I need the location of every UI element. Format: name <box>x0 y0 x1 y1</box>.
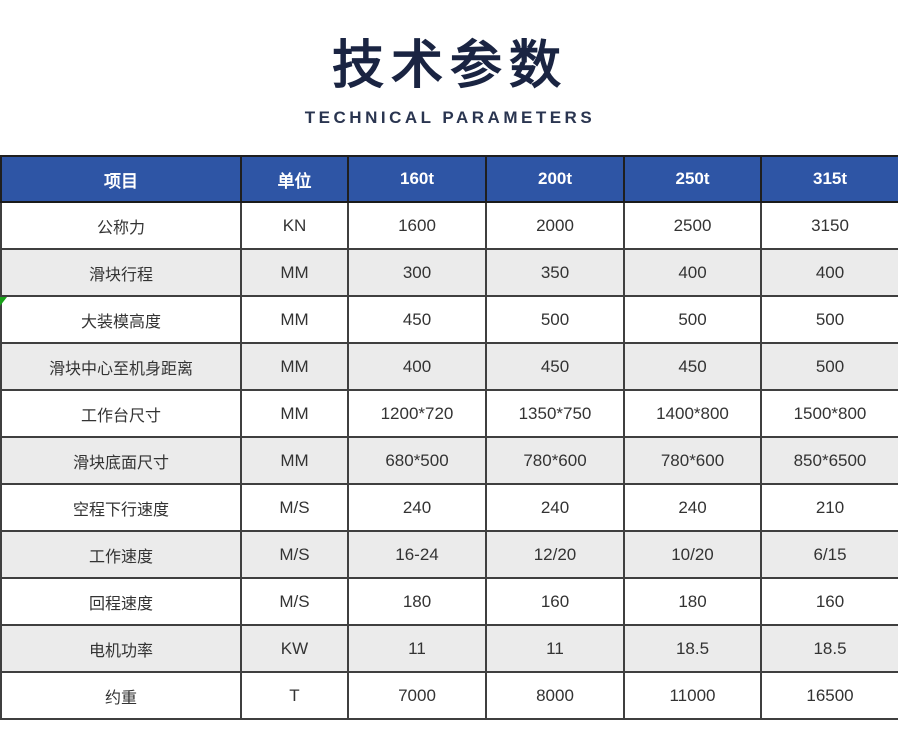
row-unit: MM <box>240 342 349 392</box>
table-row: 滑块底面尺寸 MM 680*500 780*600 780*600 850*65… <box>0 436 898 486</box>
row-label: 回程速度 <box>0 577 242 627</box>
row-value: 160 <box>485 577 625 627</box>
table-row: 工作速度 M/S 16-24 12/20 10/20 6/15 <box>0 530 898 580</box>
row-value: 500 <box>760 295 898 345</box>
row-value: 1200*720 <box>347 389 487 439</box>
table-row: 电机功率 KW 11 11 18.5 18.5 <box>0 624 898 674</box>
row-value: 350 <box>485 248 625 298</box>
row-value: 1400*800 <box>623 389 762 439</box>
row-value: 780*600 <box>623 436 762 486</box>
row-label: 电机功率 <box>0 624 242 674</box>
row-value: 1500*800 <box>760 389 898 439</box>
column-header-315t: 315t <box>760 155 898 204</box>
row-label: 约重 <box>0 671 242 721</box>
row-value: 180 <box>347 577 487 627</box>
row-value: 400 <box>760 248 898 298</box>
row-value: 450 <box>623 342 762 392</box>
row-value: 450 <box>347 295 487 345</box>
row-value: 8000 <box>485 671 625 721</box>
table-row: 大装模高度 MM 450 500 500 500 <box>0 295 898 345</box>
row-value: 450 <box>485 342 625 392</box>
row-value: 300 <box>347 248 487 298</box>
row-unit: T <box>240 671 349 721</box>
row-unit: M/S <box>240 530 349 580</box>
column-header-item: 项目 <box>0 155 242 204</box>
row-unit: MM <box>240 389 349 439</box>
row-value: 500 <box>760 342 898 392</box>
technical-parameters-table: 项目 单位 160t 200t 250t 315t 公称力 KN 1600 20… <box>0 155 898 721</box>
row-value: 6/15 <box>760 530 898 580</box>
row-value: 16-24 <box>347 530 487 580</box>
row-label: 公称力 <box>0 201 242 251</box>
row-unit: M/S <box>240 577 349 627</box>
row-label: 大装模高度 <box>0 295 242 345</box>
column-header-unit: 单位 <box>240 155 349 204</box>
row-label: 空程下行速度 <box>0 483 242 533</box>
table-row: 滑块行程 MM 300 350 400 400 <box>0 248 898 298</box>
row-value: 160 <box>760 577 898 627</box>
row-value: 12/20 <box>485 530 625 580</box>
row-value: 400 <box>347 342 487 392</box>
page-title: 技术参数 <box>331 37 568 95</box>
row-label: 滑块底面尺寸 <box>0 436 242 486</box>
row-value: 780*600 <box>485 436 625 486</box>
row-value: 10/20 <box>623 530 762 580</box>
row-value: 240 <box>623 483 762 533</box>
table-row: 公称力 KN 1600 2000 2500 3150 <box>0 201 898 251</box>
row-unit: MM <box>240 248 349 298</box>
row-unit: M/S <box>240 483 349 533</box>
row-unit: KW <box>240 624 349 674</box>
row-value: 210 <box>760 483 898 533</box>
row-unit: MM <box>240 295 349 345</box>
table-row: 回程速度 M/S 180 160 180 160 <box>0 577 898 627</box>
row-value: 1600 <box>347 201 487 251</box>
row-value: 500 <box>485 295 625 345</box>
table-row: 约重 T 7000 8000 11000 16500 <box>0 671 898 721</box>
row-value: 11 <box>347 624 487 674</box>
row-value: 16500 <box>760 671 898 721</box>
row-unit: KN <box>240 201 349 251</box>
row-value: 180 <box>623 577 762 627</box>
row-value: 7000 <box>347 671 487 721</box>
row-value: 3150 <box>760 201 898 251</box>
row-label: 滑块中心至机身距离 <box>0 342 242 392</box>
row-value: 2500 <box>623 201 762 251</box>
column-header-160t: 160t <box>347 155 487 204</box>
page-header: 技术参数 TECHNICAL PARAMETERS <box>0 0 900 128</box>
row-value: 1350*750 <box>485 389 625 439</box>
row-value: 11000 <box>623 671 762 721</box>
row-value: 240 <box>347 483 487 533</box>
row-label: 滑块行程 <box>0 248 242 298</box>
row-value: 850*6500 <box>760 436 898 486</box>
row-value: 11 <box>485 624 625 674</box>
row-value: 18.5 <box>760 624 898 674</box>
row-value: 18.5 <box>623 624 762 674</box>
page-subtitle: TECHNICAL PARAMETERS <box>304 108 596 128</box>
table-row: 滑块中心至机身距离 MM 400 450 450 500 <box>0 342 898 392</box>
table-row: 工作台尺寸 MM 1200*720 1350*750 1400*800 1500… <box>0 389 898 439</box>
row-value: 240 <box>485 483 625 533</box>
table-header-row: 项目 单位 160t 200t 250t 315t <box>0 155 898 204</box>
row-label: 工作速度 <box>0 530 242 580</box>
table-row: 空程下行速度 M/S 240 240 240 210 <box>0 483 898 533</box>
row-value: 400 <box>623 248 762 298</box>
row-value: 2000 <box>485 201 625 251</box>
row-label: 工作台尺寸 <box>0 389 242 439</box>
row-value: 680*500 <box>347 436 487 486</box>
column-header-200t: 200t <box>485 155 625 204</box>
row-unit: MM <box>240 436 349 486</box>
row-value: 500 <box>623 295 762 345</box>
column-header-250t: 250t <box>623 155 762 204</box>
excel-error-marker <box>0 297 7 306</box>
